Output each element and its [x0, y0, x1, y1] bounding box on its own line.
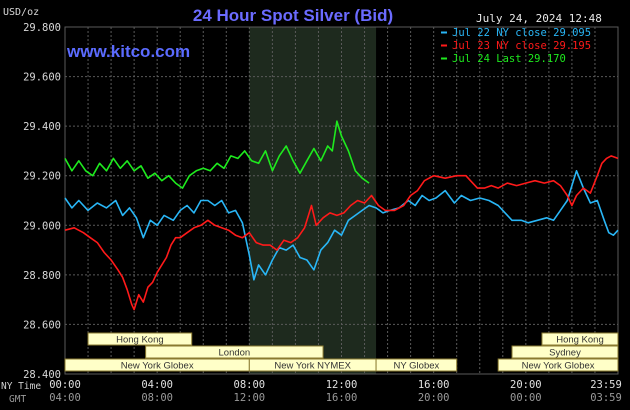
session-label: New York Globex [121, 361, 194, 372]
legend-entry: Jul 23 NY close 29.195 [452, 40, 591, 52]
session-box [497, 358, 619, 372]
x-tick-label-ny: 20:00 [510, 379, 542, 391]
x-tick-label-gmt: 12:00 [234, 392, 266, 404]
session-label: New York Globex [522, 361, 595, 372]
series-line-2 [64, 155, 619, 311]
session-label: London [219, 348, 251, 359]
legend-entry: Jul 22 NY close 29.095 [452, 27, 591, 39]
nymex-hours-band [249, 27, 377, 374]
x-tick-label-gmt: 03:59 [590, 392, 622, 404]
y-tick-label: 28.400 [23, 369, 61, 381]
x-tick-label-ny: 04:00 [141, 379, 173, 391]
x-tick-label-gmt: 08:00 [141, 392, 173, 404]
y-tick-label: 29.200 [23, 171, 61, 183]
session-box [375, 358, 458, 372]
session-box [87, 332, 193, 346]
band-layer [249, 27, 377, 374]
session-box [145, 345, 324, 359]
session-label: New York NYMEX [274, 361, 351, 372]
series-layer [64, 120, 619, 311]
session-label: Hong Kong [116, 335, 164, 346]
y-axis-label: USD/oz [3, 7, 39, 18]
x-tick-label-ny: 16:00 [418, 379, 450, 391]
series-line-3 [64, 120, 370, 189]
x-tick-label-ny: 12:00 [326, 379, 358, 391]
session-label: Sydney [549, 348, 581, 359]
session-label: NY Globex [394, 361, 440, 372]
y-tick-label: 28.600 [23, 319, 61, 331]
legend-entry: Jul 24 Last 29.170 [452, 53, 566, 65]
x-tick-label-gmt: 00:00 [510, 392, 542, 404]
y-tick-label: 29.600 [23, 72, 61, 84]
y-tick-label: 28.800 [23, 270, 61, 282]
session-layer: Hong Kong Hong Kong London Sydney New York G… [64, 332, 619, 372]
text-layer: USD/oz 24 Hour Spot Silver (Bid) July 24… [1, 6, 622, 405]
kitco-source: www.kitco.com [66, 42, 190, 61]
grid-layer [64, 26, 619, 375]
x-tick-label-gmt: 20:00 [418, 392, 450, 404]
y-tick-label: 29.800 [23, 22, 61, 34]
x-tick-label-gmt: 04:00 [49, 392, 81, 404]
x-tick-label-gmt: 16:00 [326, 392, 358, 404]
x-tick-label-ny: 23:59 [590, 379, 622, 391]
x-axis-label-gmt: GMT [9, 394, 26, 405]
x-tick-label-ny: 00:00 [49, 379, 81, 391]
session-label: Hong Kong [556, 335, 604, 346]
y-tick-label: 29.400 [23, 121, 61, 133]
session-box [511, 345, 619, 359]
y-tick-label: 29.000 [23, 220, 61, 232]
series-line-1 [64, 170, 619, 281]
chart-timestamp: July 24, 2024 12:48 [476, 12, 602, 25]
x-axis-label-ny: NY Time [1, 381, 41, 392]
chart-title: 24 Hour Spot Silver (Bid) [193, 6, 393, 25]
x-tick-label-ny: 08:00 [234, 379, 266, 391]
session-box [541, 332, 619, 346]
